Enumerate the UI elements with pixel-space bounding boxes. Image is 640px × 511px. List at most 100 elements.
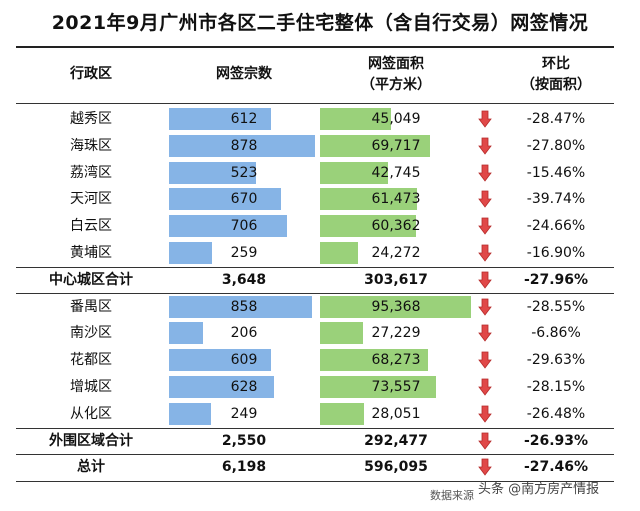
change-value: -27.80%	[526, 137, 586, 154]
count-value: 259	[230, 245, 258, 261]
area-bar	[320, 295, 471, 318]
count-bar	[169, 242, 213, 264]
down-arrow-icon	[478, 244, 492, 262]
area-value: 95,368	[371, 298, 421, 315]
count-value: 670	[230, 191, 258, 208]
area-cell: 596,095	[320, 456, 472, 478]
table-bottom-rule	[16, 481, 614, 482]
count-bar	[169, 134, 316, 157]
count-bar	[169, 322, 204, 345]
table-row: 越秀区 612 45,049 -28.47%	[16, 106, 614, 132]
down-arrow-icon	[478, 271, 492, 289]
area-value: 73,557	[371, 379, 421, 395]
change-value: -27.46%	[523, 459, 589, 476]
area-value: 27,229	[371, 325, 421, 342]
count-value: 706	[230, 218, 258, 235]
table-row: 花都区 609 68,273 -29.63%	[16, 347, 614, 373]
count-value: 3,648	[221, 271, 267, 288]
area-value: 61,473	[371, 191, 421, 208]
count-bar	[169, 188, 281, 211]
change-value: -26.48%	[526, 405, 586, 422]
count-value: 612	[230, 111, 258, 127]
summary-row: 总计 6,198 596,095 -27.46%	[16, 454, 614, 480]
area-cell: 68,273	[320, 349, 472, 372]
count-bar	[169, 349, 271, 372]
area-bar	[320, 402, 365, 425]
area-bar	[320, 134, 431, 157]
header-change-line1: 环比	[542, 56, 570, 72]
count-cell: 6,198	[169, 456, 319, 478]
count-bar	[169, 402, 211, 425]
summary-row: 外围区域合计 2,550 292,477 -26.93%	[16, 428, 614, 454]
district-name: 中心城区合计	[49, 271, 133, 288]
count-cell: 612	[169, 108, 319, 130]
area-cell: 45,049	[320, 108, 472, 130]
area-value: 60,362	[371, 218, 421, 235]
district-name: 从化区	[70, 405, 112, 422]
table-row: 天河区 670 61,473 -39.74%	[16, 186, 614, 212]
row-separator	[16, 293, 614, 295]
count-cell: 259	[169, 242, 319, 264]
header-change-line2: （按面积）	[521, 77, 591, 93]
count-bar	[169, 376, 274, 398]
table-row: 黄埔区 259 24,272 -16.90%	[16, 240, 614, 266]
summary-row: 中心城区合计 3,648 303,617 -27.96%	[16, 267, 614, 293]
change-value: -6.86%	[531, 325, 581, 342]
header-bottom-rule	[16, 103, 614, 104]
change-value: -24.66%	[526, 218, 586, 235]
area-cell: 60,362	[320, 215, 472, 238]
district-name: 天河区	[70, 191, 112, 208]
header-area-line1: 网签面积	[368, 56, 424, 72]
down-arrow-icon	[478, 458, 492, 477]
table-row: 海珠区 878 69,717 -27.80%	[16, 133, 614, 159]
area-cell: 303,617	[320, 269, 472, 291]
area-cell: 73,557	[320, 376, 472, 398]
count-cell: 249	[169, 402, 319, 425]
district-name: 南沙区	[70, 325, 112, 342]
header-area-line2: （平方米）	[361, 77, 431, 93]
area-bar	[320, 349, 429, 372]
count-cell: 206	[169, 322, 319, 345]
count-cell: 706	[169, 215, 319, 238]
change-value: -27.96%	[523, 271, 589, 288]
district-name: 白云区	[70, 218, 112, 235]
area-cell: 27,229	[320, 322, 472, 345]
area-value: 596,095	[364, 459, 428, 476]
watermark: 头条 @南方房产情报	[478, 482, 600, 497]
area-value: 303,617	[364, 271, 428, 288]
change-value: -29.63%	[526, 352, 586, 369]
count-value: 249	[230, 405, 258, 422]
table-row: 荔湾区 523 42,745 -15.46%	[16, 160, 614, 186]
area-value: 28,051	[371, 405, 421, 422]
count-bar	[169, 215, 287, 238]
area-value: 45,049	[371, 111, 421, 127]
area-bar	[320, 376, 437, 398]
count-value: 206	[230, 325, 258, 342]
area-cell: 24,272	[320, 242, 472, 264]
count-value: 609	[230, 352, 258, 369]
change-value: -16.90%	[526, 245, 586, 261]
district-name: 增城区	[70, 379, 112, 395]
area-bar	[320, 322, 364, 345]
area-value: 69,717	[371, 137, 421, 154]
down-arrow-icon	[478, 164, 492, 182]
table-row: 南沙区 206 27,229 -6.86%	[16, 320, 614, 346]
count-cell: 609	[169, 349, 319, 372]
down-arrow-icon	[478, 432, 492, 450]
header-top-rule	[16, 46, 614, 48]
change-value: -26.93%	[523, 432, 589, 449]
source-note: 数据来源	[430, 489, 474, 502]
table-row: 白云区 706 60,362 -24.66%	[16, 213, 614, 239]
count-cell: 3,648	[169, 269, 319, 291]
district-name: 外围区域合计	[49, 432, 133, 449]
area-bar	[320, 161, 388, 184]
page-title: 2021年9月广州市各区二手住宅整体（含自行交易）网签情况	[51, 12, 589, 34]
area-value: 42,745	[371, 164, 421, 181]
count-value: 878	[230, 137, 258, 154]
header-district: 行政区	[70, 66, 112, 82]
area-cell: 292,477	[320, 430, 472, 452]
count-cell: 628	[169, 376, 319, 398]
district-name: 越秀区	[70, 111, 112, 127]
area-bar	[320, 108, 392, 130]
area-bar	[320, 188, 418, 211]
